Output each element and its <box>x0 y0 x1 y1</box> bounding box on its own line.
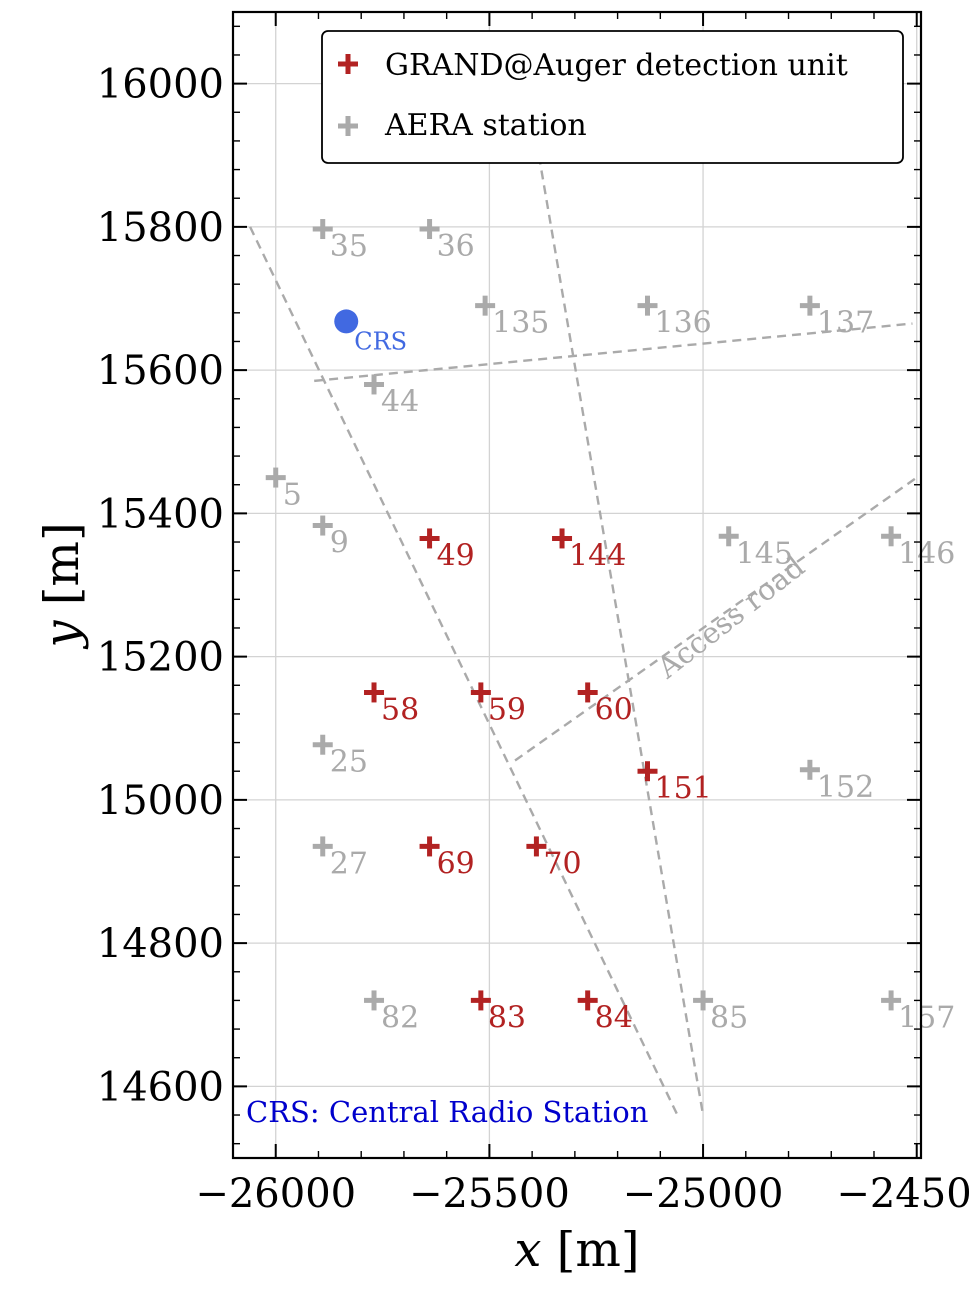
legend-box <box>321 30 904 164</box>
aera-station-label: 85 <box>710 1000 748 1035</box>
aera-station-marker <box>693 990 714 1011</box>
aera-station-label: 35 <box>330 229 368 264</box>
grand-unit-label: 83 <box>488 1000 526 1035</box>
aera-station-marker <box>799 295 820 316</box>
grand-unit-marker <box>552 528 573 549</box>
grid-lines <box>233 12 921 1158</box>
aera-station-marker <box>637 295 658 316</box>
aera-station-marker <box>364 374 385 395</box>
aera-station-marker <box>718 526 739 547</box>
axis-ticks <box>232 12 921 1158</box>
aera-station-marker <box>799 759 820 780</box>
tick-labels: −26000 −25500 −25000 −24500 14600 14800 15000 1… <box>97 62 969 1217</box>
aera-station-marker <box>312 515 333 536</box>
aera-station-marker <box>312 219 333 240</box>
aera-station-label: 136 <box>655 306 712 341</box>
grand-unit-label: 151 <box>655 771 712 806</box>
plot-frame <box>231 10 923 1160</box>
aera-station-label: 137 <box>817 306 874 341</box>
x-tick-label: −25500 <box>409 1171 570 1217</box>
dashed-line <box>314 322 913 383</box>
legend-plus-grand <box>338 54 358 74</box>
legend-marker-grand <box>338 54 358 74</box>
crs-label: CRS <box>354 327 407 355</box>
aera-station-marker <box>312 734 333 755</box>
aera-station-label: 157 <box>898 1000 955 1035</box>
y-tick-label: 14600 <box>97 1064 224 1110</box>
y-tick-label: 15200 <box>97 635 224 681</box>
x-axis-label: x [m] <box>514 1222 639 1278</box>
grand-unit-marker <box>577 990 598 1011</box>
aera-station-marker <box>881 990 902 1011</box>
grand-unit-label: 59 <box>488 692 526 727</box>
crs-note: CRS: Central Radio Station <box>246 1095 648 1129</box>
grand-unit-marker <box>577 682 598 703</box>
aera-station-label: 145 <box>736 536 793 571</box>
aera-station-marker <box>475 295 496 316</box>
grand-unit-label: 84 <box>595 1000 633 1035</box>
aera-station-marker <box>312 836 333 857</box>
y-tick-label: 15600 <box>97 348 224 394</box>
aera-station-label: 146 <box>898 536 955 571</box>
legend-plus-aera <box>338 116 358 136</box>
y-tick-label: 15400 <box>97 491 224 537</box>
dashed-lines <box>249 140 918 1116</box>
y-axis-label: y [m] <box>34 522 90 649</box>
legend: GRAND@Auger detection unit AERA station <box>321 30 904 164</box>
x-tick-label: −24500 <box>836 1171 969 1217</box>
grand-unit-marker <box>419 528 440 549</box>
grand-unit-marker <box>470 990 491 1011</box>
crs-marker <box>334 309 359 334</box>
grand-unit-marker <box>364 682 385 703</box>
y-tick-label: 15800 <box>97 205 224 251</box>
aera-station-marker <box>265 467 286 488</box>
aera-station-label: 27 <box>330 846 368 881</box>
access-road-label: Access road <box>650 549 811 685</box>
aera-station-label: 82 <box>381 1000 419 1035</box>
aera-station-label: 135 <box>492 306 549 341</box>
aera-station-label: 5 <box>283 478 302 513</box>
y-tick-label: 15000 <box>97 778 224 824</box>
aera-station-label: 25 <box>330 745 368 780</box>
dashed-line <box>535 140 705 1116</box>
dashed-line <box>249 226 679 1116</box>
y-tick-label: 14800 <box>97 921 224 967</box>
grand-unit-marker <box>526 836 547 857</box>
aera-station-label: 9 <box>330 526 349 561</box>
grand-unit-marker <box>637 761 658 782</box>
aera-station-marker <box>419 219 440 240</box>
grand-unit-label: 70 <box>543 846 581 881</box>
grand-unit-marker <box>470 682 491 703</box>
x-tick-label: −25000 <box>623 1171 784 1217</box>
legend-marker-aera <box>338 116 358 136</box>
grand-unit-label: 144 <box>569 538 626 573</box>
grand-unit-label: 49 <box>437 538 475 573</box>
legend-label-aera: AERA station <box>384 108 587 143</box>
grand-unit-label: 60 <box>595 692 633 727</box>
x-tick-label: −26000 <box>195 1171 356 1217</box>
aera-station-label: 44 <box>381 384 419 419</box>
legend-label-grand: GRAND@Auger detection unit <box>385 48 848 83</box>
dashed-line <box>514 476 918 762</box>
grand-unit-label: 69 <box>437 846 475 881</box>
grand-unit-label: 58 <box>381 692 419 727</box>
aera-station-label: 152 <box>817 770 874 805</box>
aera-station-marker <box>881 526 902 547</box>
y-tick-label: 16000 <box>97 62 224 108</box>
aera-station-label: 36 <box>437 229 475 264</box>
aera-station-marker <box>364 990 385 1011</box>
grand-unit-marker <box>419 836 440 857</box>
